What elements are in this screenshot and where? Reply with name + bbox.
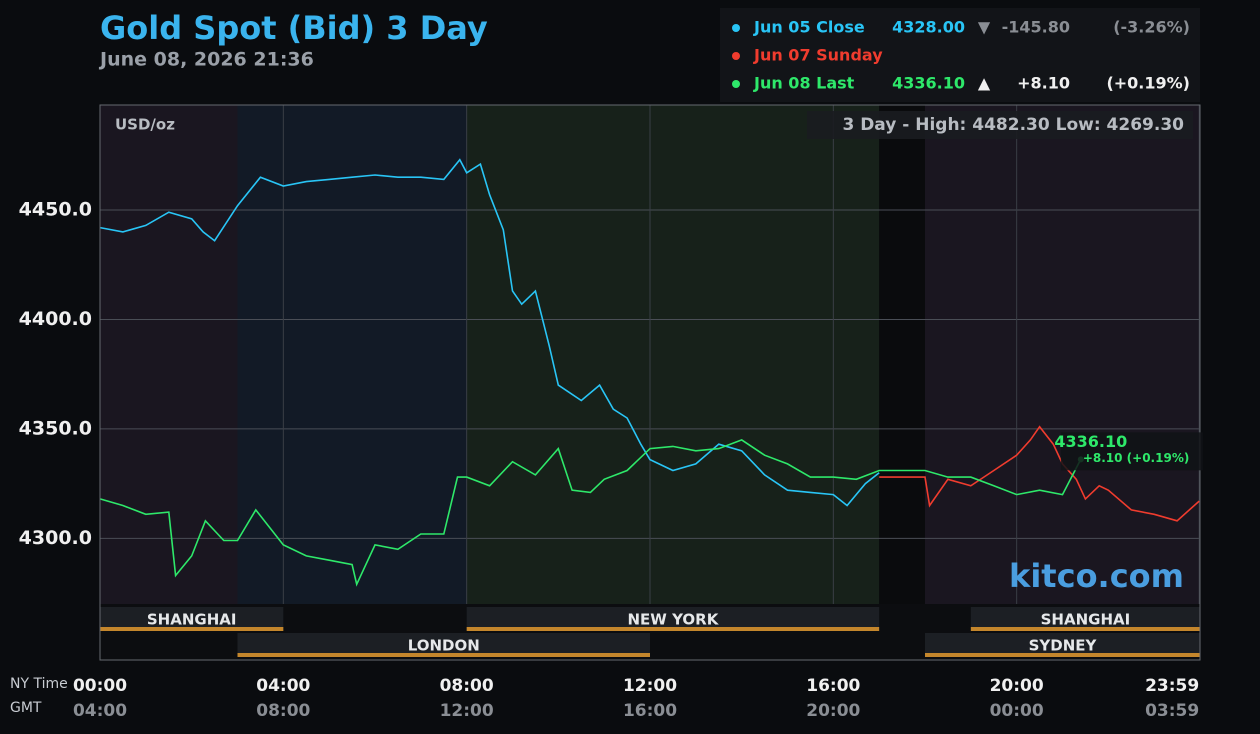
chart-subtitle: June 08, 2026 21:36	[98, 49, 314, 71]
last-box	[1060, 432, 1203, 471]
session-shade	[100, 105, 238, 604]
price-line	[99, 158, 880, 507]
x-tick-label: 08:00	[440, 676, 494, 696]
lines	[99, 158, 1200, 587]
session-bar	[100, 607, 284, 628]
session-underline	[925, 653, 1200, 657]
watermark: kitco.com	[1009, 557, 1184, 595]
legend-dot	[732, 52, 740, 60]
legend-arrow: ▼	[978, 18, 991, 37]
session-label: SYDNEY	[1029, 637, 1098, 655]
range-note: 3 Day - High: 4482.30 Low: 4269.30	[842, 115, 1184, 135]
y-tick-label: 4350.0	[19, 417, 92, 439]
session-label: NEW YORK	[628, 611, 720, 629]
price-line	[879, 425, 1200, 522]
session-shade	[925, 105, 1200, 604]
range-box	[807, 111, 1193, 139]
x-tick-label-gmt: 08:00	[256, 701, 310, 721]
legend-price: 4336.10	[892, 74, 965, 93]
plot-frame	[99, 104, 1201, 661]
session-underline	[237, 653, 650, 657]
x-tick-label: 04:00	[256, 676, 310, 696]
last-label: 4336.10	[1054, 432, 1127, 451]
legend-pct: (-3.26%)	[1113, 18, 1190, 37]
last-change-label: +8.10 (+0.19%)	[1083, 451, 1190, 465]
session-label: SHANGHAI	[147, 611, 237, 629]
session-shade	[466, 105, 880, 604]
y-tick-label: 4300.0	[19, 527, 92, 549]
legend-dot	[732, 24, 740, 32]
session-label: LONDON	[408, 637, 480, 655]
legend-price: 4328.00	[892, 18, 965, 37]
x-tick-label-gmt: 03:59	[1145, 701, 1199, 721]
y-axis-label: USD/oz	[115, 116, 175, 134]
grid	[99, 105, 1200, 604]
legend-arrow: ▲	[978, 74, 991, 93]
x-row-label: NY Time	[10, 676, 68, 692]
x-tick-label-gmt: 04:00	[73, 701, 127, 721]
x-tick-label-gmt: 16:00	[623, 701, 677, 721]
session-bar	[466, 607, 880, 628]
legend-change: -145.80	[1002, 18, 1070, 37]
session-bar	[925, 633, 1200, 654]
x-tick-label-gmt: 00:00	[990, 701, 1044, 721]
y-tick-label: 4400.0	[19, 308, 92, 330]
session-underline	[100, 627, 284, 631]
legend-change: +8.10	[1017, 74, 1070, 93]
session-underline	[466, 627, 880, 631]
x-tick-label-gmt: 12:00	[440, 701, 494, 721]
legend-box	[720, 8, 1200, 102]
legend-dot	[732, 80, 740, 88]
x-tick-label-gmt: 20:00	[806, 701, 860, 721]
x-tick-label: 12:00	[623, 676, 677, 696]
legend-pct: (+0.19%)	[1106, 74, 1190, 93]
chart-title: Gold Spot (Bid) 3 Day	[100, 9, 488, 47]
session-bar	[237, 633, 650, 654]
session-label: SHANGHAI	[1041, 611, 1131, 629]
legend-name: Jun 05 Close	[753, 18, 865, 37]
session-underline	[970, 627, 1200, 631]
x-tick-label: 23:59	[1145, 676, 1199, 696]
y-tick-label: 4450.0	[19, 199, 92, 221]
legend-name: Jun 07 Sunday	[753, 46, 883, 65]
legend-name: Jun 08 Last	[753, 74, 855, 93]
session-shade	[879, 105, 925, 604]
plot-background: SHANGHAI LONDON NEW YORK SHANGHAI SYDNEY	[100, 105, 1200, 660]
session-shade	[237, 105, 467, 604]
x-tick-label: 16:00	[806, 676, 860, 696]
price-line	[99, 439, 1082, 587]
session-bar	[970, 607, 1200, 628]
x-tick-label: 20:00	[990, 676, 1044, 696]
x-tick-label: 00:00	[73, 676, 127, 696]
x-row-label: GMT	[10, 700, 42, 716]
